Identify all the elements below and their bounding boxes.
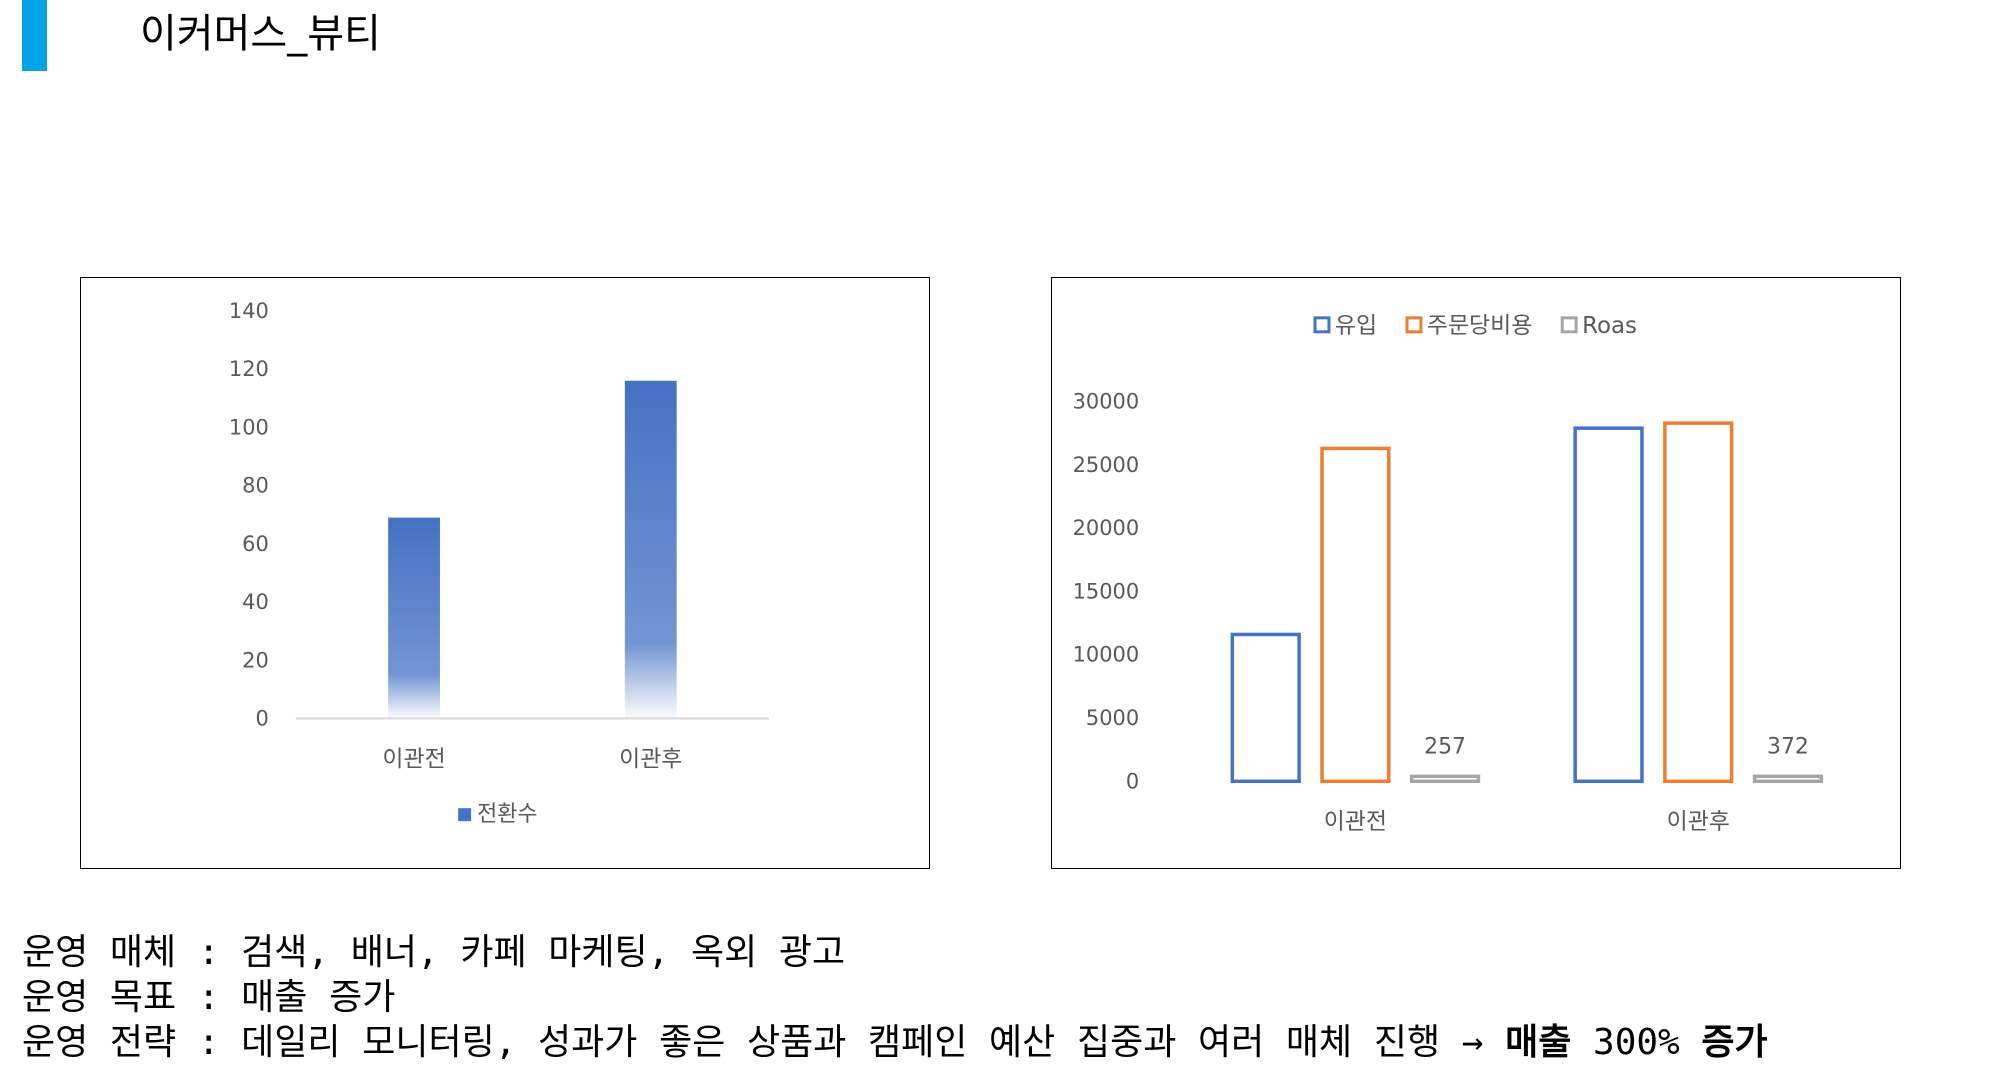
legend-label: 전환수	[477, 802, 537, 827]
legend-label: 주문당비용	[1427, 313, 1532, 339]
y-tick-label: 25000	[1073, 453, 1140, 477]
legend-swatch-주문당비용	[1405, 316, 1423, 334]
y-tick-label: 120	[229, 357, 269, 381]
slide-title: 이커머스_뷰티	[140, 11, 381, 57]
y-tick-label: 15000	[1073, 579, 1140, 603]
y-tick-label: 100	[229, 415, 269, 439]
y-tick-label: 30000	[1073, 390, 1140, 414]
data-label: 372	[1767, 734, 1809, 759]
traffic-cost-roas-chart: 0 5000 10000 15000 20000 25000 30000 257 이관전 372 이…	[1051, 277, 1901, 869]
notes-strategy-percent: 300%	[1571, 1022, 1702, 1063]
bar-전환수	[624, 380, 677, 719]
x-category-label: 이관후	[1667, 809, 1730, 835]
traffic-cost-roas-chart-svg: 0 5000 10000 15000 20000 25000 30000 257 이관전 372 이…	[1073, 313, 1824, 835]
bar-전환수	[388, 517, 440, 719]
notes-strategy-emphasis-increase: 증가	[1701, 1022, 1768, 1063]
legend-swatch-전환수	[458, 808, 472, 822]
bar-유입	[1573, 426, 1644, 784]
data-label: 257	[1424, 734, 1466, 759]
bar-유입	[1230, 632, 1301, 784]
notes-strategy-emphasis-sales: 매출	[1505, 1022, 1572, 1063]
y-tick-label: 20000	[1073, 516, 1140, 540]
x-category-label: 이관후	[619, 746, 682, 772]
bar-Roas	[1409, 774, 1481, 784]
y-tick-label: 40	[242, 590, 269, 614]
legend-label: Roas	[1582, 313, 1637, 339]
y-tick-label: 0	[1126, 769, 1139, 793]
legend-swatch-유입	[1313, 316, 1331, 334]
notes-strategy-line: 운영 전략 : 데일리 모니터링, 성과가 좋은 상품과 캠페인 예산 집중과 …	[22, 1020, 1768, 1065]
y-tick-label: 0	[255, 706, 268, 730]
notes-strategy-text: 운영 전략 : 데일리 모니터링, 성과가 좋은 상품과 캠페인 예산 집중과 …	[22, 1022, 1506, 1063]
legend-label: 유입	[1335, 313, 1377, 339]
y-tick-label: 20	[242, 648, 269, 672]
bar-주문당비용	[1320, 446, 1391, 784]
bar-주문당비용	[1663, 421, 1734, 784]
y-tick-label: 5000	[1086, 706, 1139, 730]
y-tick-label: 60	[242, 532, 269, 556]
title-accent-bar	[22, 0, 47, 71]
x-category-label: 이관전	[1324, 809, 1387, 835]
x-category-label: 이관전	[382, 746, 445, 772]
y-tick-label: 80	[242, 474, 269, 498]
notes-media-line: 운영 매체 : 검색, 배너, 카페 마케팅, 옥외 광고	[22, 932, 846, 973]
notes-goal-line: 운영 목표 : 매출 증가	[22, 977, 396, 1018]
chart2-legend: 유입 주문당비용 Roas	[1313, 313, 1637, 339]
bar-Roas	[1752, 774, 1824, 784]
legend-swatch-Roas	[1560, 316, 1578, 334]
y-tick-label: 140	[229, 299, 269, 323]
operation-notes: 운영 매체 : 검색, 배너, 카페 마케팅, 옥외 광고 운영 목표 : 매출 …	[22, 930, 1768, 1065]
y-tick-label: 10000	[1073, 643, 1140, 667]
chart1-legend: 전환수	[458, 802, 538, 827]
